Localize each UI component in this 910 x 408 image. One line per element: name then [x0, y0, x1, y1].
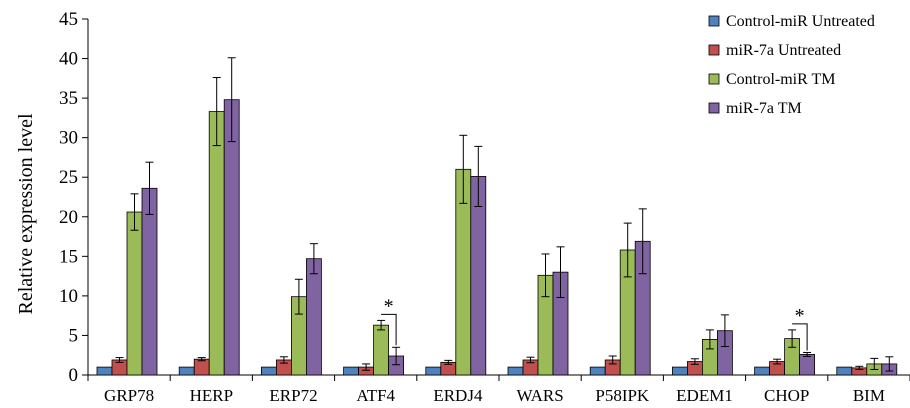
- legend-swatch: [708, 15, 720, 27]
- bar: [373, 324, 390, 376]
- bar: [96, 366, 113, 376]
- y-tick-label: 35: [59, 88, 78, 109]
- x-category-label: BIM: [853, 386, 885, 405]
- y-tick-label: 5: [69, 325, 79, 346]
- bar: [425, 366, 442, 376]
- legend-swatch: [708, 102, 720, 114]
- significance-bracket: [381, 313, 397, 346]
- y-tick-label: 25: [59, 167, 78, 188]
- x-category-label: P58IPK: [595, 386, 650, 405]
- bar: [305, 258, 322, 376]
- bars: [96, 99, 898, 376]
- x-category-label: EDEM1: [676, 386, 733, 405]
- legend-swatch: [708, 44, 720, 56]
- x-category-label: ATF4: [356, 386, 395, 405]
- x-category-label: CHOP: [764, 386, 809, 405]
- y-tick-label: 10: [59, 286, 78, 307]
- bar: [260, 366, 277, 376]
- bar: [178, 366, 195, 376]
- y-tick-label: 0: [69, 365, 79, 386]
- x-axis: GRP78 HERP ERP72 ATF4 ERDJ4 WARS P58IPK EDEM1 CH…: [87, 374, 910, 405]
- significance-annotations: * *: [381, 295, 808, 351]
- significance-bracket: [792, 323, 808, 351]
- bar: [754, 366, 770, 376]
- y-tick-label: 20: [59, 207, 78, 228]
- x-category-label: WARS: [516, 386, 563, 405]
- y-tick-label: 45: [59, 9, 78, 30]
- y-axis: 0 5 10 15 20 25 30 35 40 45: [59, 9, 89, 386]
- legend-swatch: [708, 73, 720, 85]
- error-bars: [115, 57, 894, 372]
- legend-entry-label: Control-miR TM: [726, 71, 836, 88]
- x-category-label: ERP72: [269, 386, 317, 405]
- significance-marker: *: [795, 305, 805, 327]
- bar: [193, 358, 210, 376]
- bar: [672, 366, 688, 376]
- legend-entry-label: miR-7a Untreated: [726, 42, 841, 59]
- y-tick-label: 40: [59, 49, 78, 70]
- y-tick-label: 15: [59, 246, 78, 267]
- x-category-label: HERP: [190, 386, 233, 405]
- bar: [208, 111, 225, 376]
- x-category-label: GRP78: [104, 386, 154, 405]
- x-category-label: ERDJ4: [433, 386, 483, 405]
- bar: [343, 366, 360, 376]
- significance-marker: *: [384, 295, 394, 317]
- y-axis-title: Relative expression level: [15, 113, 37, 314]
- bar: [126, 211, 143, 376]
- y-tick-label: 30: [59, 128, 78, 149]
- bar: [836, 366, 853, 376]
- legend-entry-label: Control-miR Untreated: [726, 13, 875, 30]
- bar: [799, 354, 815, 376]
- bar: [507, 366, 524, 376]
- bar: [589, 366, 606, 376]
- legend-entry-label: miR-7a TM: [726, 100, 802, 117]
- bar: [141, 187, 158, 376]
- legend: Control-miR Untreated miR-7a Untreated Con…: [708, 13, 875, 117]
